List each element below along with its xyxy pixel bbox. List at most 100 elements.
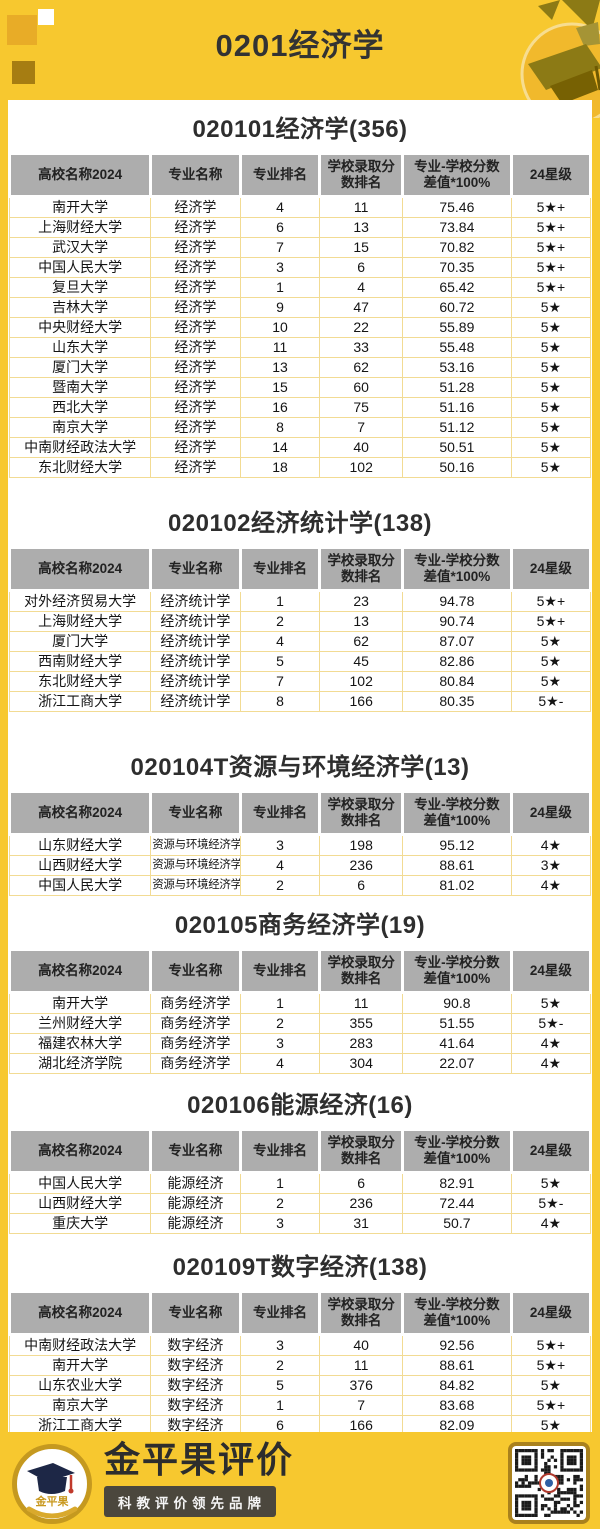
brand-slogan-badge: 科教评价领先品牌 [104,1486,276,1517]
table-header-row: 高校名称2024 专业名称 专业排名 学校录取分 数排名 专业-学校分数 差值*100%… [8,1290,592,1336]
score-diff: 88.61 [401,855,512,876]
table-row: 上海财经大学 经济统计学 2 13 90.74 5★+ [8,611,592,632]
table-row: 复旦大学 经济学 1 4 65.42 5★+ [8,277,592,298]
column-header: 专业排名 [238,152,322,198]
star-rating: 5★ [510,437,592,458]
table-row: 南京大学 经济学 8 7 51.12 5★ [8,417,592,438]
school-name: 浙江工商大学 [8,691,152,712]
column-header: 专业名称 [149,948,242,994]
star-rating: 5★+ [510,1334,592,1356]
major-rank: 1 [239,992,321,1014]
school-score-rank: 102 [319,457,403,478]
table-header-row: 高校名称2024 专业名称 专业排名 学校录取分 数排名 专业-学校分数 差值*100%… [8,790,592,836]
school-name: 福建农林大学 [8,1033,152,1054]
major-name: 资源与环境经济学 [150,855,241,876]
table-row: 厦门大学 经济学 13 62 53.16 5★ [8,357,592,378]
column-header: 专业-学校分数 差值*100% [400,546,513,592]
major-name: 商务经济学 [150,1033,241,1054]
graduation-cap-icon: 金平果 [26,1463,78,1519]
star-rating: 5★ [510,457,592,478]
content-card: 020101经济学(356) 高校名称2024 专业名称 专业排名 学校录取分 数排名… [8,100,592,1432]
column-header: 专业排名 [238,948,322,994]
school-name: 上海财经大学 [8,611,152,632]
major-rank: 7 [239,671,321,692]
school-score-rank: 6 [319,1172,403,1194]
score-diff: 83.68 [401,1395,512,1416]
table-row: 南京大学 数字经济 1 7 83.68 5★+ [8,1395,592,1416]
column-header: 专业-学校分数 差值*100% [400,1290,513,1336]
column-header: 高校名称2024 [8,152,153,198]
star-rating: 5★- [510,691,592,712]
school-name: 武汉大学 [8,237,152,258]
table-row: 中央财经大学 经济学 10 22 55.89 5★ [8,317,592,338]
ranking-table: 高校名称2024 专业名称 专业排名 学校录取分 数排名 专业-学校分数 差值*100%… [8,790,592,896]
major-rank: 1 [239,1395,321,1416]
star-rating: 5★+ [510,611,592,632]
school-name: 中央财经大学 [8,317,152,338]
score-diff: 87.07 [401,631,512,652]
column-header: 24星级 [509,546,592,592]
school-score-rank: 283 [319,1033,403,1054]
score-diff: 70.82 [401,237,512,258]
star-rating: 5★ [510,631,592,652]
school-score-rank: 236 [319,855,403,876]
school-score-rank: 7 [319,417,403,438]
score-diff: 41.64 [401,1033,512,1054]
school-name: 中南财经政法大学 [8,437,152,458]
table-row: 山西财经大学 能源经济 2 236 72.44 5★- [8,1193,592,1214]
table-header-row: 高校名称2024 专业名称 专业排名 学校录取分 数排名 专业-学校分数 差值*100%… [8,948,592,994]
sections-container: 020101经济学(356) 高校名称2024 专业名称 专业排名 学校录取分 数排名… [8,114,592,1432]
column-header: 24星级 [509,1290,592,1336]
star-rating: 5★ [510,1415,592,1432]
star-rating: 4★ [510,1213,592,1234]
star-rating: 5★+ [510,217,592,238]
school-score-rank: 198 [319,834,403,856]
major-rank: 2 [239,1355,321,1376]
major-rank: 15 [239,377,321,398]
svg-text:金平果: 金平果 [35,1494,69,1508]
school-score-rank: 102 [319,671,403,692]
score-diff: 50.16 [401,457,512,478]
score-diff: 70.35 [401,257,512,278]
school-score-rank: 60 [319,377,403,398]
score-diff: 73.84 [401,217,512,238]
major-rank: 13 [239,357,321,378]
table-row: 中南财经政法大学 数字经济 3 40 92.56 5★+ [8,1334,592,1356]
score-diff: 82.86 [401,651,512,672]
score-diff: 55.48 [401,337,512,358]
table-row: 西北大学 经济学 16 75 51.16 5★ [8,397,592,418]
major-name: 能源经济 [150,1193,241,1214]
column-header: 专业-学校分数 差值*100% [400,948,513,994]
school-name: 兰州财经大学 [8,1013,152,1034]
column-header: 专业排名 [238,546,322,592]
major-rank: 3 [239,1334,321,1356]
school-score-rank: 236 [319,1193,403,1214]
column-header: 高校名称2024 [8,948,153,994]
school-name: 南开大学 [8,992,152,1014]
school-name: 南京大学 [8,417,152,438]
star-rating: 5★+ [510,196,592,218]
table-row: 兰州财经大学 商务经济学 2 355 51.55 5★- [8,1013,592,1034]
brand-logo: 金平果 [12,1444,92,1524]
table-row: 吉林大学 经济学 9 47 60.72 5★ [8,297,592,318]
table-row: 湖北经济学院 商务经济学 4 304 22.07 4★ [8,1053,592,1074]
school-name: 暨南大学 [8,377,152,398]
school-name: 中国人民大学 [8,875,152,896]
score-diff: 94.78 [401,590,512,612]
school-name: 上海财经大学 [8,217,152,238]
school-name: 山东财经大学 [8,834,152,856]
school-name: 南京大学 [8,1395,152,1416]
star-rating: 5★ [510,992,592,1014]
school-name: 南开大学 [8,1355,152,1376]
ranking-section: 020109T数字经济(138) 高校名称2024 专业名称 专业排名 学校录取分 数… [8,1252,592,1432]
score-diff: 50.7 [401,1213,512,1234]
column-header: 高校名称2024 [8,1290,153,1336]
major-name: 经济学 [150,237,241,258]
column-header: 高校名称2024 [8,790,153,836]
major-rank: 8 [239,417,321,438]
column-header: 24星级 [509,1128,592,1174]
major-name: 经济学 [150,196,241,218]
major-rank: 4 [239,1053,321,1074]
column-header: 学校录取分 数排名 [318,152,404,198]
